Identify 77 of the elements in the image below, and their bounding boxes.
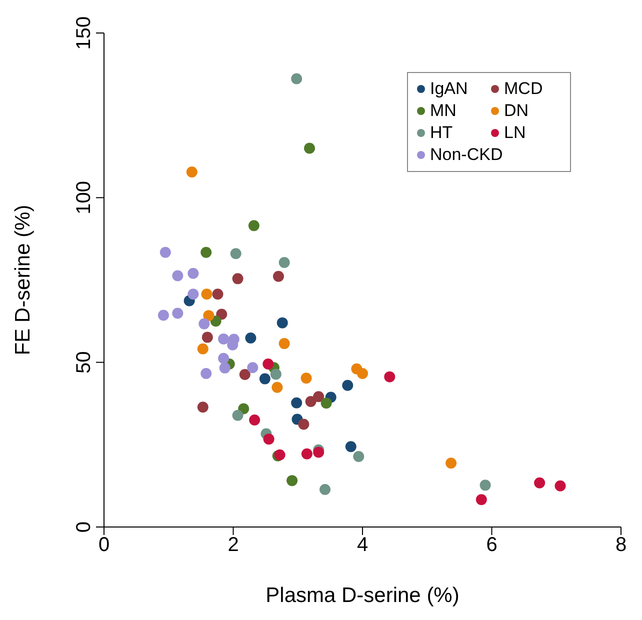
x-tick-label: 8 (615, 534, 627, 556)
point (353, 451, 364, 462)
x-tick-label: 6 (486, 534, 498, 556)
point (210, 316, 222, 327)
point (305, 396, 316, 408)
point (230, 248, 242, 260)
point (320, 484, 331, 495)
point (272, 382, 283, 393)
point (203, 310, 214, 322)
point (554, 480, 566, 492)
point (270, 368, 282, 380)
point (172, 270, 184, 282)
point (245, 332, 256, 344)
legend-label: HT (430, 123, 453, 143)
point (248, 220, 260, 232)
point (219, 362, 230, 374)
point (212, 288, 224, 300)
point (534, 477, 546, 488)
point (158, 310, 169, 321)
y-tick-label: 0 (73, 521, 95, 533)
point (200, 246, 212, 258)
point (200, 368, 212, 380)
point (262, 358, 274, 370)
x-tick-label: 4 (356, 534, 368, 556)
point (202, 332, 213, 343)
point (186, 166, 198, 178)
legend-label: Non-CKD (430, 145, 503, 165)
x-tick-label: 2 (228, 534, 239, 556)
point (188, 268, 199, 279)
legend-label: MN (430, 101, 456, 121)
y-axis-title: FE D-serine (%) (11, 204, 34, 356)
y-tick-label: 50 (73, 351, 95, 374)
legend-label: MCD (504, 79, 543, 99)
point (278, 257, 290, 268)
point (357, 368, 368, 380)
point (197, 343, 208, 354)
point (313, 446, 324, 458)
point (198, 318, 210, 330)
x-tick-label: 0 (98, 534, 110, 556)
x-axis-title: Plasma D-serine (%) (266, 584, 460, 607)
point (218, 352, 230, 364)
point (304, 142, 316, 154)
point (249, 414, 260, 426)
y-tick-label: 100 (73, 180, 95, 214)
point (291, 73, 302, 84)
point (320, 398, 332, 409)
point (272, 270, 284, 282)
legend-label: IgAN (430, 79, 468, 99)
point (342, 380, 354, 391)
point (291, 397, 302, 408)
point (384, 371, 396, 382)
point (201, 288, 212, 300)
point (218, 333, 230, 344)
point (172, 308, 184, 319)
point (197, 402, 208, 413)
legend-label: DN (504, 101, 529, 121)
point (232, 273, 244, 284)
point (446, 458, 457, 469)
point (278, 338, 290, 350)
point (263, 434, 274, 445)
point (476, 494, 487, 506)
point (301, 448, 312, 460)
point (480, 480, 491, 491)
point (345, 441, 356, 452)
point (276, 317, 288, 328)
point (160, 246, 171, 258)
point (247, 362, 258, 374)
point (300, 372, 312, 384)
y-tick-label: 150 (73, 16, 95, 50)
point (259, 373, 270, 384)
point (239, 369, 250, 380)
point (313, 391, 324, 402)
point (232, 410, 244, 421)
point (298, 418, 310, 430)
legend-label: LN (504, 123, 526, 143)
point (286, 475, 298, 486)
point (188, 288, 199, 300)
